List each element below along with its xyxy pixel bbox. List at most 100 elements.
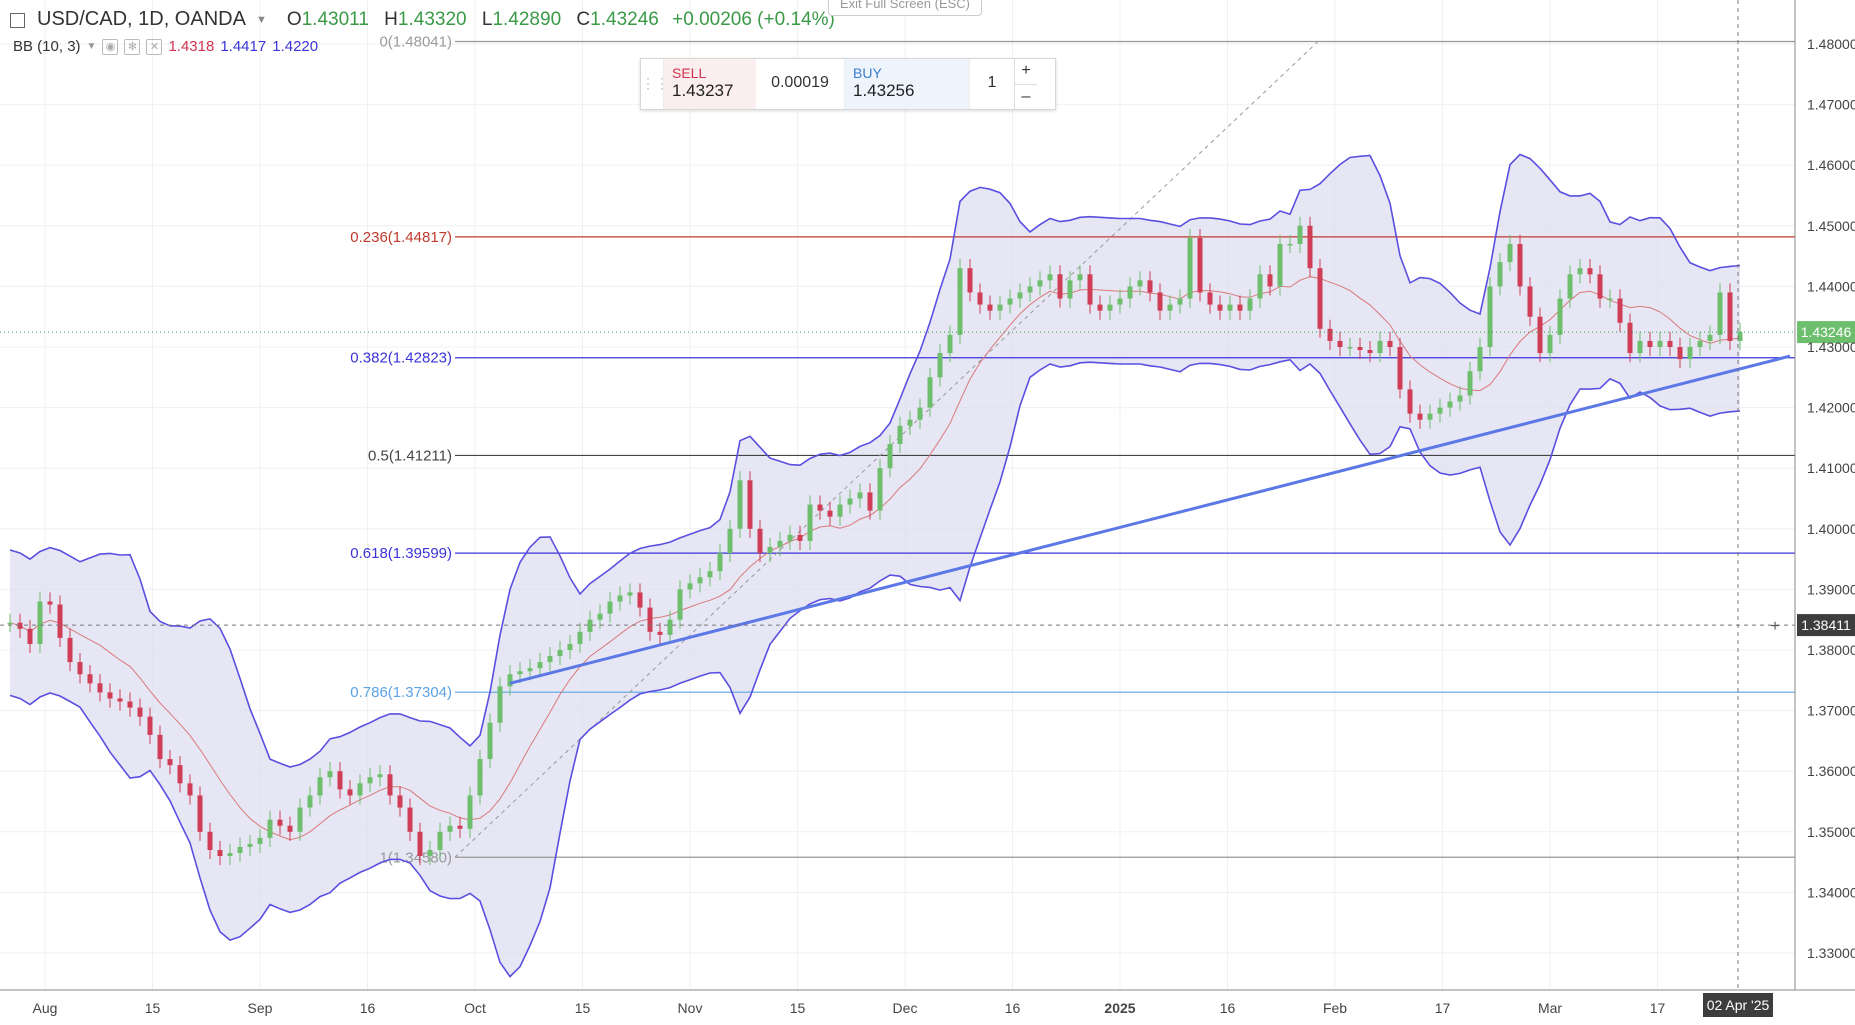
candle[interactable]	[1607, 289, 1613, 308]
candle[interactable]	[737, 471, 743, 538]
candle[interactable]	[657, 622, 663, 644]
candle[interactable]	[1387, 331, 1393, 357]
candle[interactable]	[417, 822, 423, 866]
candle[interactable]	[1617, 289, 1623, 332]
candle[interactable]	[837, 495, 843, 526]
candle[interactable]	[317, 768, 323, 805]
candle[interactable]	[1657, 331, 1663, 357]
candle[interactable]	[1577, 259, 1583, 284]
candle[interactable]	[167, 749, 173, 775]
sell-button[interactable]: SELL 1.43237	[664, 59, 756, 109]
candle[interactable]	[547, 646, 553, 672]
candle[interactable]	[727, 519, 733, 563]
candle[interactable]	[397, 786, 403, 817]
candle[interactable]	[1097, 295, 1103, 320]
candle[interactable]	[1287, 234, 1293, 254]
candle[interactable]	[17, 613, 23, 638]
collapse-legend-icon[interactable]	[10, 13, 25, 28]
candle[interactable]	[1417, 404, 1423, 429]
candle[interactable]	[937, 343, 943, 387]
candle[interactable]	[1117, 289, 1123, 314]
candle[interactable]	[957, 259, 963, 344]
candle[interactable]	[1697, 331, 1703, 357]
candle[interactable]	[327, 762, 333, 787]
candle[interactable]	[1157, 283, 1163, 320]
increase-quantity-button[interactable]: +	[1021, 62, 1031, 79]
candle[interactable]	[507, 665, 513, 696]
candle[interactable]	[1477, 337, 1483, 381]
candle[interactable]	[677, 580, 683, 629]
candle[interactable]	[1267, 265, 1273, 296]
candle[interactable]	[137, 698, 143, 726]
candle[interactable]	[157, 725, 163, 769]
candle[interactable]	[277, 810, 283, 835]
candle[interactable]	[1027, 277, 1033, 302]
candle[interactable]	[77, 653, 83, 684]
candle[interactable]	[47, 592, 53, 614]
candle[interactable]	[1377, 331, 1383, 363]
candle[interactable]	[637, 583, 643, 617]
candle[interactable]	[1437, 398, 1443, 423]
candle[interactable]	[1507, 234, 1513, 272]
candle[interactable]	[1227, 295, 1233, 320]
candle[interactable]	[917, 398, 923, 429]
candle[interactable]	[467, 786, 473, 838]
candle[interactable]	[1677, 337, 1683, 369]
symbol-title[interactable]: USD/CAD, 1D, OANDA	[37, 8, 246, 30]
candle[interactable]	[1297, 216, 1303, 254]
candle[interactable]	[1537, 307, 1543, 363]
gear-icon[interactable]: ✻	[124, 38, 141, 55]
candle[interactable]	[27, 619, 33, 654]
candle[interactable]	[1567, 265, 1573, 308]
candle[interactable]	[97, 674, 103, 702]
candle[interactable]	[307, 786, 313, 817]
bb-label[interactable]: BB (10, 3)	[13, 38, 81, 55]
candle[interactable]	[1597, 265, 1603, 308]
candle[interactable]	[487, 713, 493, 769]
candle[interactable]	[1587, 259, 1593, 284]
candle[interactable]	[227, 843, 233, 866]
candle[interactable]	[797, 525, 803, 551]
candle[interactable]	[347, 780, 353, 805]
candle[interactable]	[1187, 228, 1193, 308]
candle[interactable]	[1627, 313, 1633, 363]
candle[interactable]	[817, 495, 823, 520]
candle[interactable]	[107, 683, 113, 708]
quantity-field[interactable]: 1	[969, 59, 1014, 109]
candle[interactable]	[1707, 325, 1713, 351]
candle[interactable]	[667, 610, 673, 644]
candle[interactable]	[1647, 331, 1653, 357]
candle[interactable]	[1067, 271, 1073, 308]
candle[interactable]	[977, 283, 983, 314]
candle[interactable]	[627, 583, 633, 605]
candle[interactable]	[257, 828, 263, 854]
candle[interactable]	[807, 495, 813, 551]
candle[interactable]	[857, 483, 863, 508]
candle[interactable]	[477, 749, 483, 805]
candle[interactable]	[587, 610, 593, 641]
candle[interactable]	[1737, 322, 1743, 351]
candle[interactable]	[1087, 265, 1093, 314]
candle[interactable]	[187, 774, 193, 805]
candle[interactable]	[1207, 283, 1213, 314]
candle[interactable]	[577, 622, 583, 654]
candle[interactable]	[1007, 289, 1013, 314]
candle[interactable]	[1687, 337, 1693, 369]
candle[interactable]	[757, 519, 763, 563]
candle[interactable]	[1527, 277, 1533, 326]
candle[interactable]	[1457, 386, 1463, 411]
candle[interactable]	[1077, 265, 1083, 290]
candle[interactable]	[887, 434, 893, 478]
candle[interactable]	[1137, 271, 1143, 296]
chevron-down-icon[interactable]: ▼	[255, 13, 267, 26]
candle[interactable]	[997, 295, 1003, 320]
candle[interactable]	[897, 416, 903, 454]
candle[interactable]	[1217, 295, 1223, 320]
candle[interactable]	[1487, 277, 1493, 357]
candle[interactable]	[777, 531, 783, 557]
candle[interactable]	[1397, 337, 1403, 399]
candle[interactable]	[927, 368, 933, 417]
candle[interactable]	[207, 822, 213, 860]
candle[interactable]	[1307, 216, 1313, 278]
